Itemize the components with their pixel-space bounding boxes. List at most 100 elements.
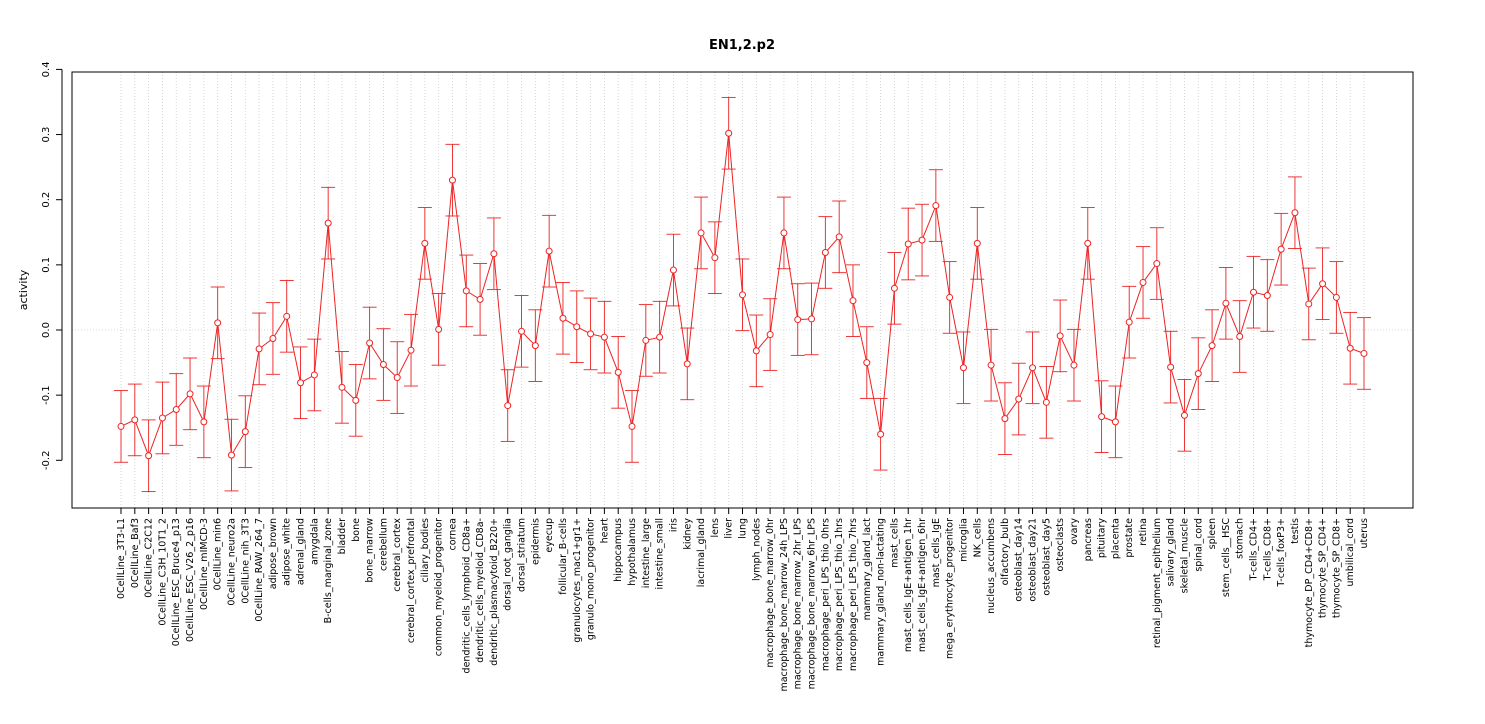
x-tick-label: thymocyte_DP_CD4+CD8+ [1304,518,1315,647]
data-point [462,287,470,295]
x-tick-label: follicular_B-cells [558,518,569,595]
x-tick-label: macrophage_bone_marrow_24h_LPS [779,518,790,692]
x-tick-label: lens [710,518,721,538]
data-point [821,248,829,256]
x-tick-label: macrophage_peri_LPS_thio_7hrs [848,518,859,671]
data-point [1263,291,1271,299]
data-point [1125,318,1133,326]
x-tick-label: adipose_white [282,518,293,586]
grid-layer [72,72,1413,508]
data-point [1208,342,1216,350]
x-tick-label: 0CellLine_Baf3 [130,518,141,588]
data-point [1001,415,1009,423]
data-point [435,325,443,333]
x-tick-label: pituitary [1097,518,1108,559]
x-tick-label: cornea [447,518,458,550]
data-point [849,297,857,305]
data-point [352,396,360,404]
data-point [1305,300,1313,308]
x-tick-label: adrenal_gland [296,518,307,585]
data-point [1360,349,1368,357]
data-point [117,422,125,430]
x-tick-label: mast_cells [889,518,900,568]
y-tick-label: 0.3 [41,127,52,143]
data-point [1222,299,1230,307]
x-tick-label: epidermis [530,518,541,565]
x-tick-label: liver [724,518,735,539]
data-point [531,342,539,350]
x-tick-label: B-cells_marginal_zone [323,518,334,624]
data-point [890,284,898,292]
x-tick-label: 0CellLine_neuro2a [226,518,237,606]
x-tick-label: 0CellLine_C3H_10T1_2 [157,518,168,626]
x-tick-label: nucleus_accumbens [986,518,997,614]
x-tick-label: hypothalamus [627,518,638,586]
plot-frame [71,71,1414,509]
chart-title: EN1,2.p2 [709,38,775,53]
x-tick-label: cerebellum [378,518,389,571]
x-tick-label: macrophage_peri_LPS_thio_0hrs [820,518,831,671]
data-point [573,323,581,331]
data-point [1084,239,1092,247]
x-tick-label: 0CellLine_mIMCD-3 [199,518,210,610]
x-tick-label: thymocyte_SP_CD8+ [1331,518,1342,618]
data-point [1029,364,1037,372]
y-tick-label: 0.0 [41,322,52,338]
series-layer [114,96,1371,493]
data-point [158,414,166,422]
x-tick-label: kidney [682,518,693,550]
x-tick-label: mast_cells_IgE [931,518,942,587]
x-tick-label: 0CellLine_nih_3T3 [240,518,251,604]
y-tick-label: 0.2 [41,192,52,208]
data-point [697,229,705,237]
x-tick-label: spleen [1207,518,1218,549]
x-tick-label: thymocyte_SP_CD4+ [1318,518,1329,618]
x-tick-label: macrophage_bone_marrow_0hr [765,518,776,668]
x-tick-label: NK_cells [972,518,983,557]
x-tick-label: dendritic_cells_myeloid_CD8a- [475,518,486,663]
data-point [227,451,235,459]
x-tick-label: salivary_gland [1166,518,1177,586]
data-point [324,219,332,227]
data-point [877,430,885,438]
data-point [1346,344,1354,352]
data-point [656,333,664,341]
data-point [863,359,871,367]
x-tick-label: retina [1138,518,1149,546]
data-point [200,418,208,426]
x-tick-label: bone_marrow [365,518,376,583]
x-tick-label: 0CellLine_min6 [213,518,224,590]
x-tick-label: stomach [1235,518,1246,559]
data-point [490,250,498,258]
x-tick-label: 0CellLine_3T3-L1 [116,518,127,599]
x-tick-label: uterus [1359,518,1370,549]
data-point [241,428,249,436]
data-point [1236,333,1244,341]
data-point [752,347,760,355]
data-point [614,368,622,376]
x-tick-label: macrophage_bone_marrow_2hr_LPS [793,518,804,689]
x-tick-label: cerebral_cortex [392,518,403,592]
x-tick-label: 0CellLine_ESC_Bruce4_p13 [171,518,182,646]
data-point [186,390,194,398]
x-tick-label: dorsal_root_ganglia [503,518,514,611]
data-point [600,333,608,341]
x-tick-label: cerebral_cortex_prefrontal [406,518,417,643]
data-point [269,334,277,342]
data-point [932,202,940,210]
x-tick-label: placenta [1110,518,1121,559]
data-point [1153,260,1161,268]
data-point [973,239,981,247]
data-point [559,314,567,322]
x-tick-label: retinal_pigment_epithelium [1152,518,1163,648]
x-tick-label: testis [1290,518,1301,544]
data-point [1291,209,1299,217]
x-tick-label: bone [351,518,362,542]
data-point [1319,280,1327,288]
data-point [1180,411,1188,419]
data-point [766,331,774,339]
data-point [1277,245,1285,253]
data-point [959,364,967,372]
data-point [1015,395,1023,403]
